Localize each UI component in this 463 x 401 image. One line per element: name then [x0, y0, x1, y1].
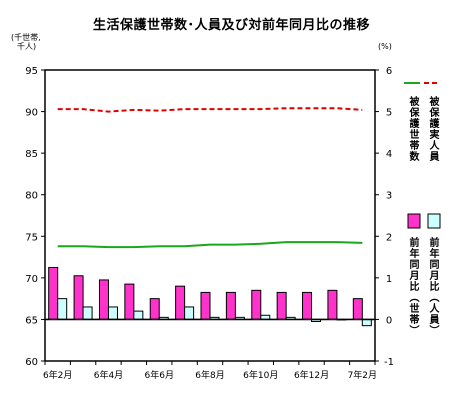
legend-bar-label-persons: 前年同月比（人員）	[427, 237, 438, 336]
left-tick-label-1: 90	[25, 108, 38, 119]
x-tick-label-6: 6年8月	[195, 369, 224, 381]
x-tick-label-8: 6年10月	[243, 369, 278, 381]
right-tick-label-0: 6	[386, 66, 392, 77]
right-tick-label-2: 4	[386, 149, 392, 160]
bar-households-10	[302, 291, 313, 320]
right-tick-label-3: 3	[386, 191, 392, 202]
bar-persons-0	[57, 298, 68, 320]
bar-households-5	[175, 285, 186, 320]
legend-bar-label-households: 前年同月比（世帯）	[407, 237, 418, 336]
plot-frame	[44, 69, 376, 362]
bar-households-9	[276, 291, 287, 320]
bar-households-0	[48, 266, 59, 320]
x-tick-label-10: 6年12月	[294, 369, 329, 381]
right-tick-label-7: -1	[384, 357, 394, 368]
x-tick-label-0: 6年2月	[43, 369, 72, 381]
left-axis-unit: (千世帯, 千人)	[11, 33, 41, 51]
left-axis-unit-line1: (千世帯,	[11, 33, 41, 42]
x-tick-label-2: 6年4月	[94, 369, 123, 381]
left-tick-label-2: 85	[25, 149, 38, 160]
bar-households-4	[149, 298, 160, 320]
bar-households-2	[98, 279, 109, 320]
right-tick-label-5: 1	[386, 274, 392, 285]
bar-households-7	[225, 291, 236, 320]
bar-households-3	[124, 283, 135, 320]
left-tick-label-0: 95	[25, 66, 38, 77]
left-tick-label-7: 60	[25, 357, 38, 368]
legend-swatch-bar-0	[407, 213, 421, 229]
bar-households-12	[352, 298, 363, 320]
bar-households-6	[200, 291, 211, 320]
bar-persons-2	[107, 306, 118, 320]
left-axis-unit-line2: 千人)	[17, 42, 37, 51]
line-households	[57, 241, 363, 249]
bar-persons-5	[184, 306, 195, 320]
x-tick-label-4: 6年6月	[145, 369, 174, 381]
left-tick-label-6: 65	[25, 315, 38, 326]
right-tick-label-6: 0	[386, 315, 392, 326]
x-tick-label-12: 7年2月	[348, 369, 377, 381]
right-axis-unit: (%)	[378, 42, 392, 51]
left-tick-label-5: 70	[25, 274, 38, 285]
chart-title: 生活保護世帯数･人員及び対前年同月比の推移	[92, 18, 370, 33]
legend-line-label-persons: 被保護実人員	[427, 96, 438, 162]
bar-persons-3	[133, 310, 144, 320]
left-tick-label-4: 75	[25, 232, 38, 243]
bar-households-11	[327, 289, 338, 320]
line-persons	[57, 107, 363, 113]
bar-households-1	[73, 275, 84, 320]
bar-persons-1	[82, 306, 93, 320]
right-tick-label-4: 2	[386, 232, 392, 243]
right-tick-label-1: 5	[386, 108, 392, 119]
bar-households-8	[251, 289, 262, 320]
legend-swatch-bar-1	[427, 213, 441, 229]
left-tick-label-3: 80	[25, 191, 38, 202]
bar-persons-12	[361, 318, 372, 327]
legend-line-label-households: 被保護世帯数	[407, 96, 418, 162]
